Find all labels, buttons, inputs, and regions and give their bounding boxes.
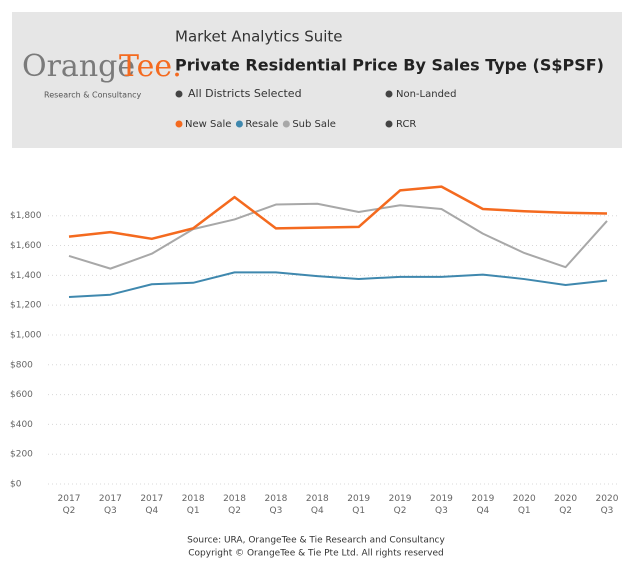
legend-label[interactable]: New Sale bbox=[185, 119, 231, 130]
x-tick-label: 2018 Q1 bbox=[181, 494, 205, 516]
y-tick-label: $400 bbox=[10, 420, 33, 430]
header-panel bbox=[12, 12, 622, 148]
x-tick-label: 2020 Q1 bbox=[512, 494, 536, 516]
y-tick-label: $1,400 bbox=[10, 271, 42, 281]
x-tick-label: 2018 Q4 bbox=[305, 494, 329, 516]
y-tick-label: $800 bbox=[10, 360, 33, 370]
logo-main: Orange bbox=[22, 49, 135, 84]
x-tick-label: 2020 Q2 bbox=[554, 494, 578, 516]
x-tick-label: 2018 Q3 bbox=[264, 494, 288, 516]
filter-region[interactable]: RCR bbox=[396, 119, 416, 130]
y-tick-label: $0 bbox=[10, 480, 22, 490]
logo-sub: Research & Consultancy bbox=[44, 91, 142, 100]
x-tick-label: 2017 Q4 bbox=[140, 494, 164, 516]
y-tick-label: $200 bbox=[10, 450, 33, 460]
x-tick-label: 2019 Q3 bbox=[430, 494, 453, 516]
filter-dot bbox=[175, 90, 183, 98]
series-line bbox=[68, 271, 608, 298]
filter-dot bbox=[385, 90, 393, 98]
x-tick-label: 2017 Q2 bbox=[57, 494, 81, 516]
x-tick-label: 2019 Q1 bbox=[347, 494, 371, 516]
y-tick-label: $1,800 bbox=[10, 211, 42, 221]
y-tick-label: $600 bbox=[10, 390, 33, 400]
legend-dot bbox=[282, 120, 290, 128]
legend-label[interactable]: Sub Sale bbox=[292, 119, 336, 130]
legend-dot bbox=[235, 120, 243, 128]
chart-title: Private Residential Price By Sales Type … bbox=[175, 56, 604, 75]
x-tick-label: 2018 Q2 bbox=[223, 494, 246, 516]
y-tick-label: $1,000 bbox=[10, 330, 42, 340]
suite-title: Market Analytics Suite bbox=[175, 28, 343, 46]
legend-dot bbox=[175, 120, 183, 128]
legend-label[interactable]: Resale bbox=[245, 119, 278, 130]
source-note: Source: URA, OrangeTee & Tie Research an… bbox=[187, 536, 445, 546]
x-tick-label: 2017 Q3 bbox=[98, 494, 122, 516]
copyright-note: Copyright © OrangeTee & Tie Pte Ltd. All… bbox=[188, 549, 443, 559]
series-line bbox=[68, 185, 608, 241]
x-tick-label: 2020 Q3 bbox=[595, 494, 619, 516]
filter-property[interactable]: Non-Landed bbox=[396, 89, 456, 100]
logo-accent: Tee. bbox=[119, 49, 182, 84]
y-tick-label: $1,200 bbox=[10, 301, 42, 311]
filter-district[interactable]: All Districts Selected bbox=[188, 87, 302, 100]
x-tick-label: 2019 Q2 bbox=[388, 494, 412, 516]
filter-dot bbox=[385, 120, 393, 128]
x-tick-label: 2019 Q4 bbox=[471, 494, 495, 516]
series-line bbox=[68, 202, 608, 270]
y-tick-label: $1,600 bbox=[10, 241, 42, 251]
